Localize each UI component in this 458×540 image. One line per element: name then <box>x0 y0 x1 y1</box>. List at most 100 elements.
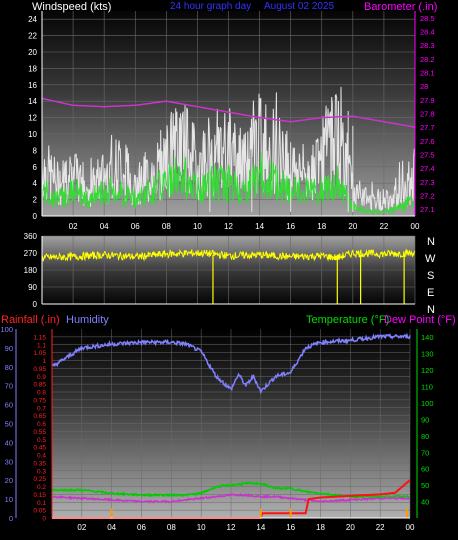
temperature-y-tick: 50 <box>421 481 429 490</box>
barometer-y-tick: 28.5 <box>420 14 435 23</box>
rain-y-tick: 0.55 <box>33 429 46 436</box>
wind-y-tick: 2 <box>33 196 38 205</box>
temperature-y-tick: 100 <box>421 399 434 408</box>
wind-y-tick: 12 <box>28 114 37 123</box>
wind-y-tick: 6 <box>33 163 38 172</box>
rain-y-tick: 0.75 <box>33 397 46 404</box>
direction-y-tick: 90 <box>28 283 37 292</box>
rainfall-rate-bar <box>110 508 113 518</box>
rain-y-tick: 1.05 <box>33 350 46 357</box>
climate-x-tick: 14 <box>256 523 265 532</box>
rain-y-tick: 0.65 <box>33 413 46 420</box>
rain-y-tick: 0.4 <box>37 453 46 460</box>
temperature-y-tick: 90 <box>421 415 429 424</box>
rain-y-tick: 0.6 <box>37 421 46 428</box>
rain-y-tick: 0.25 <box>33 476 46 483</box>
rain-y-tick: 0.95 <box>33 366 46 373</box>
climate-x-tick: 04 <box>107 523 116 532</box>
rain-y-tick: 0.45 <box>33 445 46 452</box>
wind-x-tick: 16 <box>286 222 295 231</box>
compass-n-bottom: N <box>427 304 435 316</box>
barometer-y-tick: 28.2 <box>420 55 435 64</box>
humidity-y-tick: 100 <box>0 325 13 334</box>
rain-y-tick: 0.7 <box>37 405 46 412</box>
wind-y-tick: 10 <box>28 130 37 139</box>
rain-y-tick: 0.1 <box>37 500 46 507</box>
rain-y-tick: 0 <box>42 516 46 523</box>
rain-y-tick: 1.1 <box>37 342 46 349</box>
climate-x-tick: 06 <box>137 523 146 532</box>
barometer-y-tick: 27.1 <box>420 205 435 214</box>
temperature-y-tick: 140 <box>421 333 434 342</box>
humidity-y-tick: 20 <box>5 476 13 485</box>
wind-y-tick: 0 <box>33 212 38 221</box>
direction-y-tick: 0 <box>33 300 38 309</box>
temperature-line <box>51 481 411 500</box>
rain-y-tick: 0.9 <box>37 374 46 381</box>
barometer-y-tick: 27.7 <box>420 123 435 132</box>
rain-y-tick: 0.15 <box>33 492 46 499</box>
direction-panel-axes: 0 90 180 270 360 <box>24 232 415 309</box>
temperature-y-tick: 70 <box>421 448 429 457</box>
wind-y-tick: 20 <box>28 48 37 57</box>
rain-y-tick: 0.3 <box>37 468 46 475</box>
wind-x-tick: 04 <box>100 222 109 231</box>
compass-s: S <box>427 270 434 282</box>
rainfall-rate-bar <box>259 508 262 518</box>
direction-panel-marks <box>41 248 416 304</box>
wind-y-tick: 4 <box>33 179 38 188</box>
center-title: 24 hour graph day <box>170 1 251 12</box>
humidity-y-tick: 70 <box>5 382 13 391</box>
humidity-y-tick: 0 <box>9 514 13 523</box>
barometer-title: Barometer (.in) <box>364 1 437 13</box>
dew-point-line <box>51 493 411 504</box>
wind-y-tick: 8 <box>33 146 38 155</box>
temperature-y-tick: 60 <box>421 465 429 474</box>
wind-y-tick: 14 <box>28 97 37 106</box>
wind-x-tick: 06 <box>131 222 140 231</box>
wind-title: Windspeed (kts) <box>32 1 111 13</box>
temperature-y-tick: 110 <box>421 383 433 392</box>
wind-y-tick: 22 <box>28 32 37 41</box>
wind-x-tick: 10 <box>193 222 202 231</box>
wind-direction-line <box>41 248 416 262</box>
temperature-y-tick: 40 <box>421 498 429 507</box>
direction-y-tick: 360 <box>24 232 38 241</box>
barometer-y-tick: 27.4 <box>420 164 435 173</box>
rain-y-tick: 1.15 <box>33 334 46 341</box>
climate-x-tick: 08 <box>167 523 176 532</box>
climate-x-tick: 20 <box>346 523 355 532</box>
rain-y-tick: 0.85 <box>33 382 46 389</box>
barometer-y-tick: 27.3 <box>420 178 435 187</box>
barometer-line <box>41 97 416 128</box>
rain-y-tick: 0.2 <box>37 484 46 491</box>
humidity-line <box>51 332 411 395</box>
compass-n-top: N <box>427 236 435 248</box>
compass-e: E <box>427 287 434 299</box>
wind-x-tick: 14 <box>255 222 264 231</box>
rain-y-tick: 0.35 <box>33 460 46 467</box>
temperature-title: Temperature (°F) <box>306 314 389 326</box>
humidity-y-tick: 80 <box>5 363 13 372</box>
climate-x-tick: 00 <box>406 523 415 532</box>
barometer-y-tick: 28.1 <box>420 69 435 78</box>
barometer-y-tick: 27.6 <box>420 137 435 146</box>
barometer-y-tick: 27.5 <box>420 151 435 160</box>
rain-y-tick: 0.5 <box>37 437 46 444</box>
rain-y-tick: 0.8 <box>37 390 46 397</box>
barometer-y-tick: 27.2 <box>420 192 435 201</box>
barometer-y-tick: 27.8 <box>420 110 435 119</box>
wind-x-tick: 18 <box>317 222 326 231</box>
wind-panel-marks <box>41 86 416 216</box>
climate-panel-axes: 00.050.10.150.20.250.30.350.40.450.50.55… <box>0 325 433 532</box>
temperature-y-tick: 120 <box>421 366 434 375</box>
wind-y-tick: 24 <box>28 15 37 24</box>
rainfall-rate-bar <box>289 508 292 518</box>
compass-labels: N W S E N <box>425 236 436 316</box>
compass-w: W <box>425 253 436 265</box>
rainfall-title: Rainfall (.in) <box>1 314 60 326</box>
climate-x-tick: 12 <box>227 523 236 532</box>
wind-x-tick: 02 <box>69 222 78 231</box>
direction-y-tick: 180 <box>24 266 38 275</box>
climate-x-tick: 16 <box>286 523 295 532</box>
